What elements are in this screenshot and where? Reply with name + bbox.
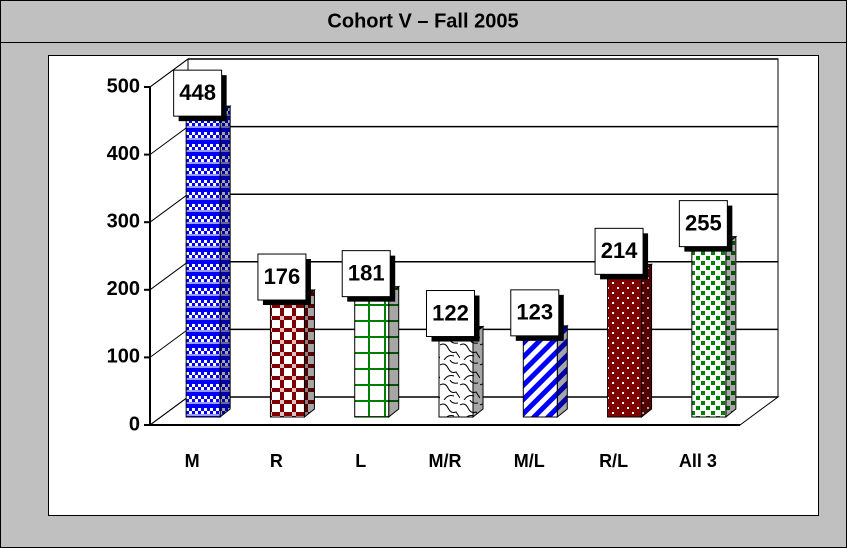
y-tick-label: 200 [107, 278, 140, 300]
y-tick-label: 0 [129, 413, 140, 435]
value-label-box [173, 69, 223, 117]
value-label: 176 [264, 264, 301, 289]
bar [185, 113, 221, 418]
value-label-box [678, 200, 728, 248]
value-label: 122 [432, 300, 469, 325]
grid-line [149, 58, 189, 88]
bar-side-shade [304, 290, 315, 417]
bar [607, 271, 643, 418]
grid-line [149, 193, 189, 223]
x-tick-label: L [355, 451, 366, 471]
grid-line [149, 126, 189, 156]
title-bar [0, 0, 847, 43]
x-tick-label: M/L [514, 451, 545, 471]
bar [522, 333, 558, 418]
y-tick-label: 500 [107, 75, 140, 97]
x-tick-label: R [270, 451, 283, 471]
bar-side-shade [388, 286, 399, 417]
bar [354, 294, 390, 418]
value-label: 448 [179, 80, 216, 105]
bar-side-shade [641, 264, 652, 417]
grid-line [149, 328, 189, 358]
value-label: 181 [348, 260, 385, 285]
bar [691, 244, 727, 418]
bar-side-shade [220, 106, 231, 417]
y-tick-label: 100 [107, 346, 140, 368]
value-label: 214 [601, 238, 638, 263]
x-tick-label: All 3 [679, 451, 717, 471]
grid-line [149, 396, 189, 426]
bar [438, 334, 474, 418]
bar-side-shade [725, 236, 736, 417]
bar-side-shade [557, 325, 568, 417]
grid-line [149, 261, 189, 291]
chart-title: Cohort V – Fall 2005 [327, 10, 518, 32]
y-tick-label: 400 [107, 143, 140, 165]
value-label-box [257, 253, 307, 301]
value-label-box [341, 250, 391, 298]
bar-side-shade [473, 326, 483, 417]
x-tick-label: R/L [599, 451, 628, 471]
y-tick-label: 300 [107, 210, 140, 232]
x-tick-label: M/R [429, 451, 462, 471]
bar [269, 297, 305, 418]
plot: 0 100 200 300 400 500 M 448 R 176 L 181 M/R 122 M/L 123… [107, 58, 780, 471]
value-label-box [594, 227, 644, 275]
value-label-box [510, 289, 560, 337]
value-label: 123 [516, 300, 553, 325]
x-tick-label: M [185, 451, 200, 471]
value-label-box [426, 290, 475, 338]
value-label: 255 [685, 210, 722, 235]
